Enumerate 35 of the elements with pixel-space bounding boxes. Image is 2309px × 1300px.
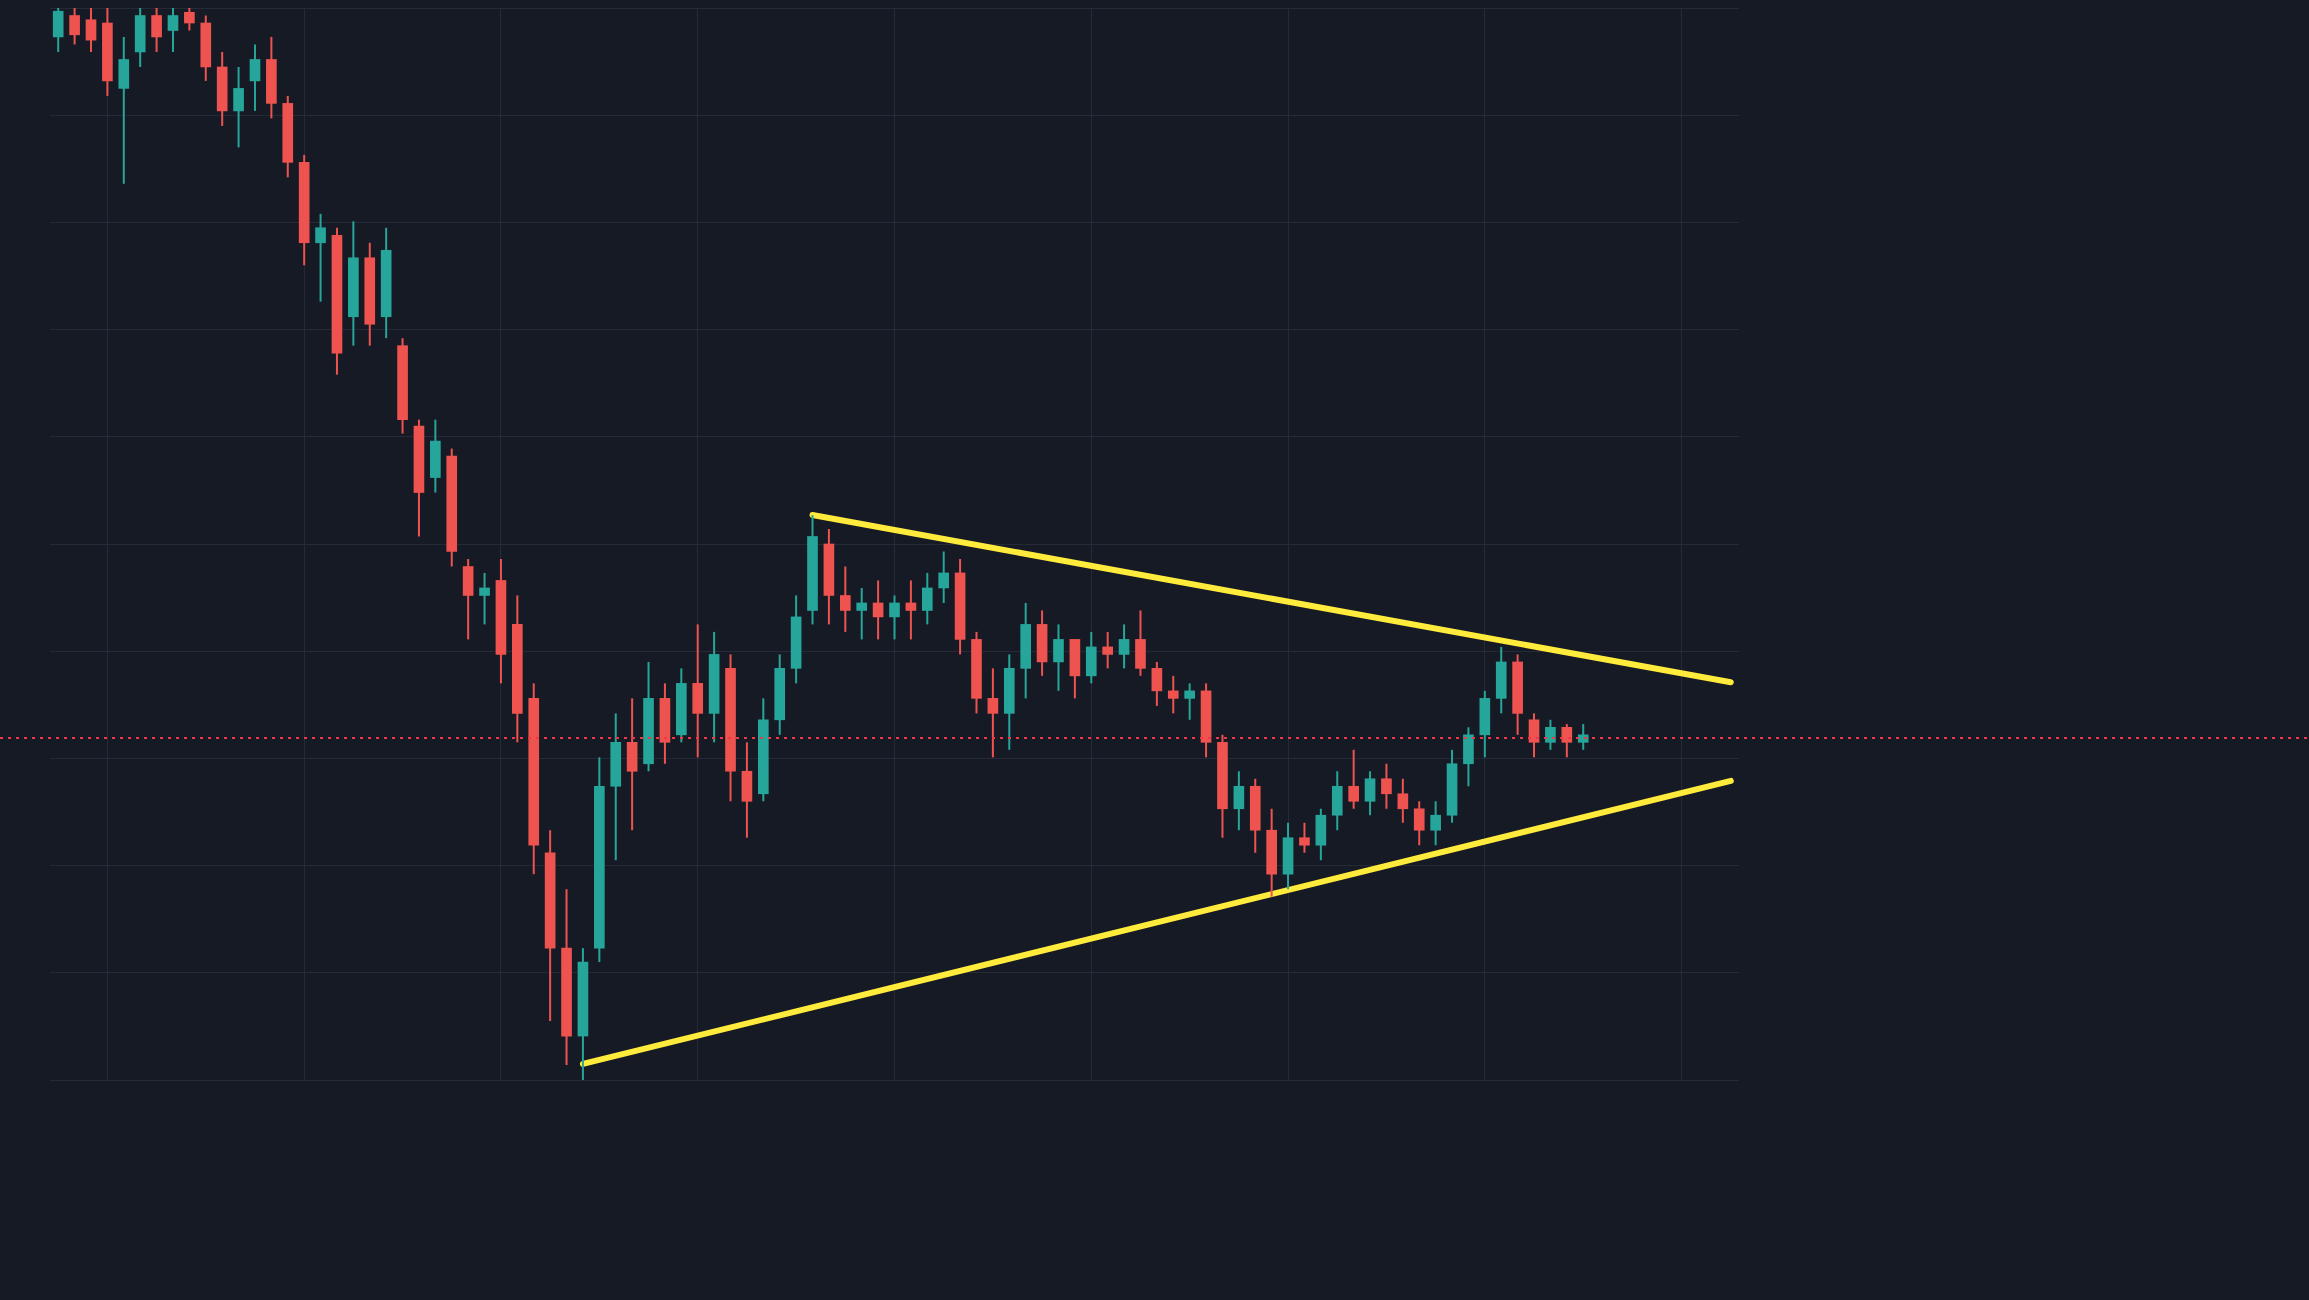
candlestick — [167, 7, 179, 53]
candlestick — [905, 579, 917, 641]
candlestick — [1528, 712, 1540, 759]
candlestick — [1167, 674, 1179, 715]
candlestick — [987, 667, 999, 759]
candlestick — [1577, 723, 1589, 751]
candlestick — [151, 7, 162, 53]
candlestick — [856, 586, 868, 641]
candlestick — [1364, 770, 1376, 817]
candlestick — [1561, 723, 1573, 759]
candlestick — [233, 65, 244, 149]
candlestick — [1184, 682, 1195, 721]
candlestick — [938, 550, 950, 604]
candlestick — [889, 594, 900, 641]
candlestick — [184, 7, 195, 32]
candlestick — [1430, 800, 1441, 847]
candlestick — [249, 43, 261, 112]
candlestick — [479, 571, 490, 626]
candlestick — [69, 7, 80, 46]
candlestick — [1397, 777, 1409, 824]
candlestick — [315, 212, 326, 303]
candlestick — [1299, 821, 1310, 854]
candlestick — [1233, 770, 1245, 832]
candlestick — [921, 571, 933, 626]
candlestick — [85, 7, 97, 53]
candlestick — [1381, 762, 1392, 810]
candlestick — [1151, 660, 1163, 707]
candlestick — [1413, 800, 1425, 847]
candlestick — [1102, 630, 1114, 670]
candlestick — [872, 579, 884, 641]
candlestick — [1053, 623, 1064, 692]
candlestick — [1545, 718, 1556, 751]
candlestick — [1348, 748, 1359, 810]
candlestick — [1118, 623, 1130, 670]
candlestick — [839, 565, 851, 633]
